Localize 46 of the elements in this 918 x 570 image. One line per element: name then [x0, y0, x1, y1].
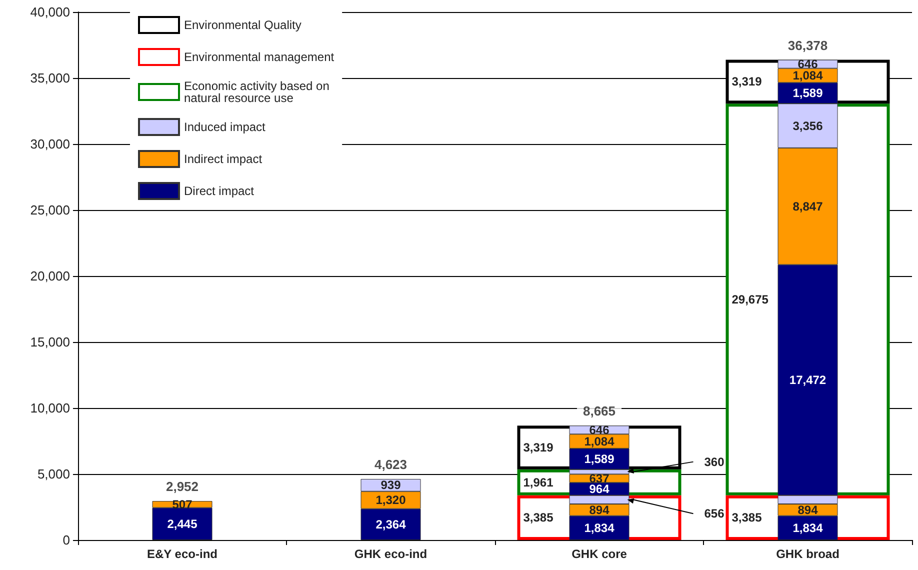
data-label: 894: [798, 502, 818, 517]
y-tick-label: 30,000: [30, 136, 70, 152]
x-tick-label: E&Y eco-ind: [147, 547, 218, 561]
x-tick-label: GHK eco-ind: [354, 547, 428, 561]
data-label: 939: [380, 478, 402, 492]
data-label: 646: [589, 422, 610, 437]
y-tick-label: 25,000: [30, 202, 70, 218]
data-label: 3,385: [523, 510, 554, 525]
data-label: 1,834: [792, 520, 824, 535]
data-label: 360: [704, 454, 725, 469]
data-label: 894: [589, 502, 610, 517]
data-label: 8,847: [792, 199, 824, 214]
legend-label: Environmental Quality: [184, 18, 302, 32]
annotation: 8,665: [582, 404, 616, 419]
data-label: 3,319: [732, 74, 762, 89]
data-label: 1,961: [523, 475, 554, 490]
data-label: 3,385: [732, 510, 762, 525]
data-label: 3,356: [792, 118, 824, 133]
data-label: 3,319: [523, 440, 554, 455]
annotation: 2,952: [166, 479, 199, 494]
annotation: 4,623: [374, 456, 408, 472]
legend-label: Environmental management: [184, 50, 335, 64]
data-label: 1,320: [376, 493, 406, 508]
data-label: 1,589: [792, 86, 824, 100]
data-label: 656: [704, 506, 725, 521]
data-label: 17,472: [789, 373, 826, 388]
y-tick-label: 40,000: [30, 4, 70, 20]
legend-label: Induced impact: [184, 120, 266, 134]
x-tick-label: GHK broad: [776, 547, 840, 561]
x-tick-label: GHK core: [572, 547, 628, 561]
data-label: 1,589: [584, 452, 615, 466]
legend-label: Economic activity based on natural resource use: [184, 79, 330, 105]
y-tick-label: 5,000: [37, 466, 70, 482]
data-label: 1,834: [584, 520, 615, 535]
y-tick-label: 20,000: [30, 268, 70, 284]
annotation: 36,378: [788, 38, 828, 53]
y-tick-label: 0: [62, 532, 70, 548]
legend-label: Direct impact: [184, 184, 255, 198]
data-label: 2,364: [376, 517, 406, 532]
y-tick-label: 10,000: [30, 400, 70, 416]
y-tick-label: 35,000: [30, 70, 70, 86]
data-label: 1,084: [584, 434, 615, 448]
data-label: 29,675: [732, 292, 769, 306]
y-tick-label: 15,000: [30, 334, 70, 350]
legend-label: Indirect impact: [184, 152, 263, 166]
data-label: 2,445: [167, 516, 198, 531]
